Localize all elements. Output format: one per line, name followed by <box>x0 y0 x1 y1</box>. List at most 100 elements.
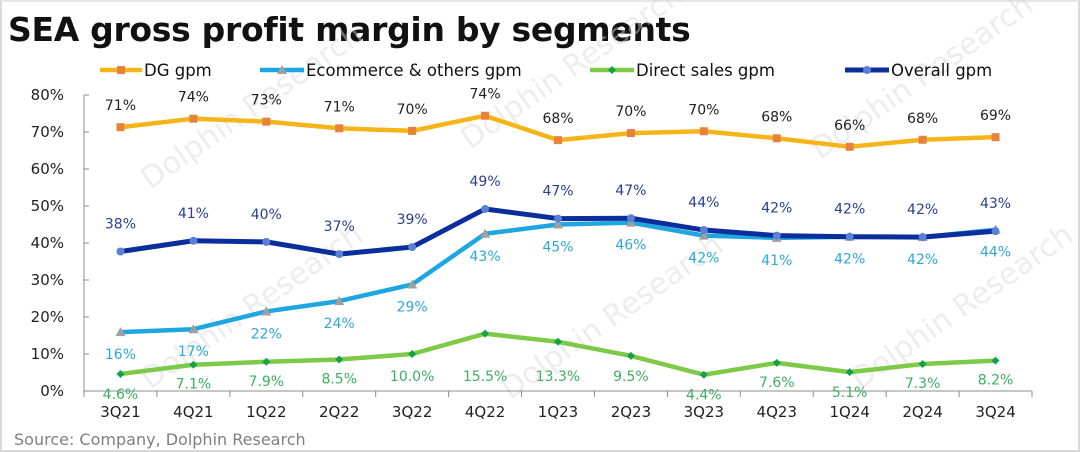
data-point-marker <box>699 370 708 379</box>
data-point-marker <box>335 124 344 133</box>
data-label: 37% <box>324 219 355 235</box>
data-label: 7.6% <box>759 375 795 391</box>
data-label: 49% <box>470 174 501 190</box>
data-point-marker <box>772 134 781 143</box>
data-label: 41% <box>761 253 792 269</box>
y-tick-label: 40% <box>31 234 64 252</box>
data-label: 41% <box>178 206 209 222</box>
data-label: 7.3% <box>905 376 941 392</box>
data-label: 68% <box>907 111 938 127</box>
data-point-marker <box>772 358 781 367</box>
data-point-marker <box>698 230 709 240</box>
data-point-marker <box>553 219 563 229</box>
data-point-marker <box>335 250 344 259</box>
data-label: 4.4% <box>686 388 722 404</box>
data-point-marker <box>335 355 344 364</box>
series-overall-gpm <box>116 204 1000 259</box>
data-label: 38% <box>105 217 136 233</box>
x-tick-label: 3Q21 <box>100 403 140 421</box>
data-label: 73% <box>251 93 282 109</box>
x-tick-label: 3Q22 <box>392 403 432 421</box>
series-dg-gpm <box>116 111 1000 151</box>
data-point-marker <box>991 227 1000 236</box>
data-point-marker <box>115 327 126 337</box>
data-point-marker <box>845 232 854 241</box>
y-tick-label: 50% <box>31 197 64 215</box>
series-layer <box>115 111 1001 379</box>
data-point-marker <box>991 356 1000 365</box>
x-tick-label: 1Q24 <box>829 403 869 421</box>
data-label: 4.6% <box>103 387 139 403</box>
data-label: 42% <box>907 252 938 268</box>
data-label: 68% <box>542 111 573 127</box>
data-label: 71% <box>324 99 355 115</box>
x-tick-label: 3Q24 <box>975 403 1015 421</box>
data-point-marker <box>262 237 271 246</box>
data-point-marker <box>116 247 125 256</box>
data-point-marker <box>277 65 287 74</box>
data-label: 9.5% <box>613 369 649 385</box>
data-point-marker <box>408 243 417 252</box>
data-label: 47% <box>542 184 573 200</box>
data-label: 42% <box>761 201 792 217</box>
data-label: 42% <box>688 251 719 267</box>
data-point-marker <box>480 228 491 238</box>
y-tick-label: 0% <box>40 382 64 400</box>
data-label: 74% <box>470 87 501 103</box>
data-label: 68% <box>761 109 792 125</box>
data-point-marker <box>334 296 345 306</box>
data-point-marker <box>845 368 854 377</box>
x-tick-label: 2Q22 <box>319 403 359 421</box>
data-point-marker <box>481 111 490 120</box>
data-label: 46% <box>615 238 646 254</box>
source-note: Source: Company, Dolphin Research <box>14 430 306 449</box>
data-point-marker <box>481 204 490 213</box>
y-tick-label: 70% <box>31 123 64 141</box>
x-tick-label: 1Q23 <box>538 403 578 421</box>
x-tick-label: 2Q24 <box>902 403 942 421</box>
data-label: 42% <box>834 252 865 268</box>
data-point-marker <box>918 135 927 144</box>
data-point-marker <box>481 329 490 338</box>
data-label: 22% <box>251 326 282 342</box>
y-tick-label: 30% <box>31 271 64 289</box>
y-tick-label: 80% <box>31 86 64 104</box>
legend-item: DG gpm <box>100 61 212 80</box>
legend-label: Ecommerce & others gpm <box>306 61 522 80</box>
data-label: 44% <box>688 195 719 211</box>
legend-item: Overall gpm <box>845 61 992 80</box>
legend-item: Direct sales gpm <box>590 61 775 80</box>
data-label: 16% <box>105 347 136 363</box>
data-label: 43% <box>980 196 1011 212</box>
data-point-marker <box>845 142 854 151</box>
data-label: 15.5% <box>463 369 507 385</box>
data-point-marker <box>918 359 927 368</box>
data-point-marker <box>554 337 562 346</box>
data-point-marker <box>626 129 635 138</box>
data-point-marker <box>116 369 125 378</box>
data-label: 8.2% <box>978 373 1014 389</box>
y-tick-label: 10% <box>31 345 64 363</box>
data-label: 43% <box>470 249 501 265</box>
legend: DG gpm Ecommerce & others gpm Direct sales… <box>100 61 992 80</box>
data-label: 10.0% <box>390 369 434 385</box>
data-point-marker <box>772 231 781 240</box>
data-label: 7.1% <box>176 377 212 393</box>
chart-title: SEA gross profit margin by segments <box>8 10 691 49</box>
data-label: 40% <box>251 207 282 223</box>
data-label: 74% <box>178 90 209 106</box>
x-tick-label: 4Q23 <box>757 403 797 421</box>
data-point-marker <box>554 214 562 223</box>
legend-item: Ecommerce & others gpm <box>260 61 522 80</box>
x-tick-label: 2Q23 <box>611 403 651 421</box>
data-label: 70% <box>688 102 719 118</box>
axes: 0% 10% 20% 30% 40% 50% 60% 70% 80% 3Q21 4Q21 1Q22 2Q… <box>31 86 1033 421</box>
data-point-marker <box>189 114 198 123</box>
data-point-marker <box>408 350 417 358</box>
y-tick-label: 60% <box>31 160 64 178</box>
y-tick-label: 20% <box>31 308 64 326</box>
data-label: 69% <box>980 108 1011 124</box>
data-label: 5.1% <box>832 385 868 401</box>
data-label: 44% <box>980 245 1011 261</box>
